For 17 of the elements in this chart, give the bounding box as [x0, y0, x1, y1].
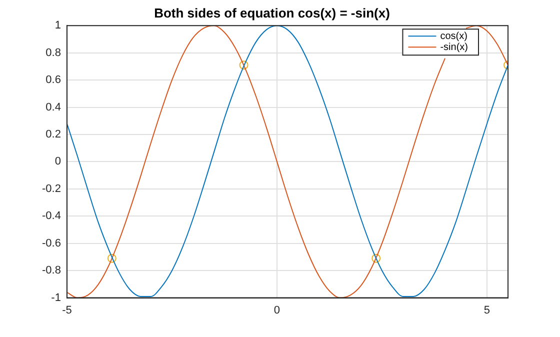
y-tick-label: 0.8	[46, 46, 61, 59]
x-tick-label: 5	[484, 304, 490, 316]
y-tick-label: 1	[54, 20, 61, 32]
y-tick-label: 0	[54, 156, 61, 168]
y-tick-label: 0.4	[46, 101, 61, 114]
y-tick-label: -0.4	[42, 210, 61, 222]
x-tick-label: -5	[62, 304, 72, 316]
legend-label: -sin(x)	[440, 42, 468, 53]
y-tick-label: -0.2	[42, 182, 61, 195]
y-tick-label: 0.2	[46, 128, 61, 141]
y-tick-label: -0.6	[42, 237, 61, 250]
legend-label: cos(x)	[440, 30, 468, 42]
y-tick-label: -1	[51, 292, 61, 304]
chart-title: Both sides of equation cos(x) = -sin(x)	[154, 5, 390, 20]
y-tick-label: 0.6	[46, 74, 61, 86]
y-tick-label: -0.8	[42, 264, 61, 277]
x-tick-label: 0	[274, 304, 280, 316]
